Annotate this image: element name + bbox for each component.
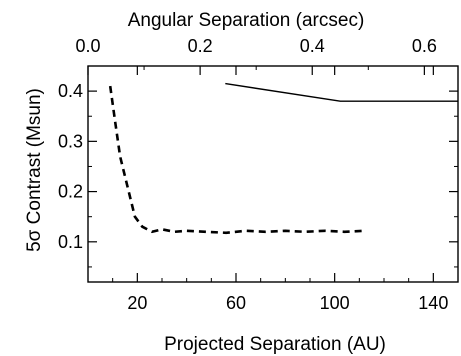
bottom-axis-title: Projected Separation (AU) — [164, 334, 386, 355]
y-tick-label: 0.3 — [58, 131, 83, 151]
top-axis-title: Angular Separation (arcsec) — [128, 10, 365, 31]
x-tick-label: 20 — [127, 293, 147, 313]
plot-frame — [87, 65, 459, 283]
axis-ticks — [87, 65, 458, 282]
x-tick-label: 100 — [320, 293, 350, 313]
x-tick-label: 140 — [418, 293, 448, 313]
x2-tick-label: 0.0 — [75, 36, 100, 56]
x-tick-label: 60 — [226, 293, 246, 313]
data-series — [108, 82, 458, 235]
x2-tick-label: 0.2 — [188, 36, 213, 56]
solid-contrast-curve — [225, 82, 458, 102]
y-tick-label: 0.1 — [58, 232, 83, 252]
y-axis-title: 5σ Contrast (Msun) — [24, 88, 45, 252]
y-tick-label: 0.2 — [58, 182, 83, 202]
dashed-contrast-curve — [108, 85, 365, 235]
tick-labels: 20 60 100 140 0.0 0.2 0.4 0.6 0.1 0.2 0.3 0.4 — [58, 36, 448, 313]
x2-tick-label: 0.6 — [412, 36, 437, 56]
y-tick-label: 0.4 — [58, 81, 83, 101]
x2-tick-label: 0.4 — [300, 36, 325, 56]
